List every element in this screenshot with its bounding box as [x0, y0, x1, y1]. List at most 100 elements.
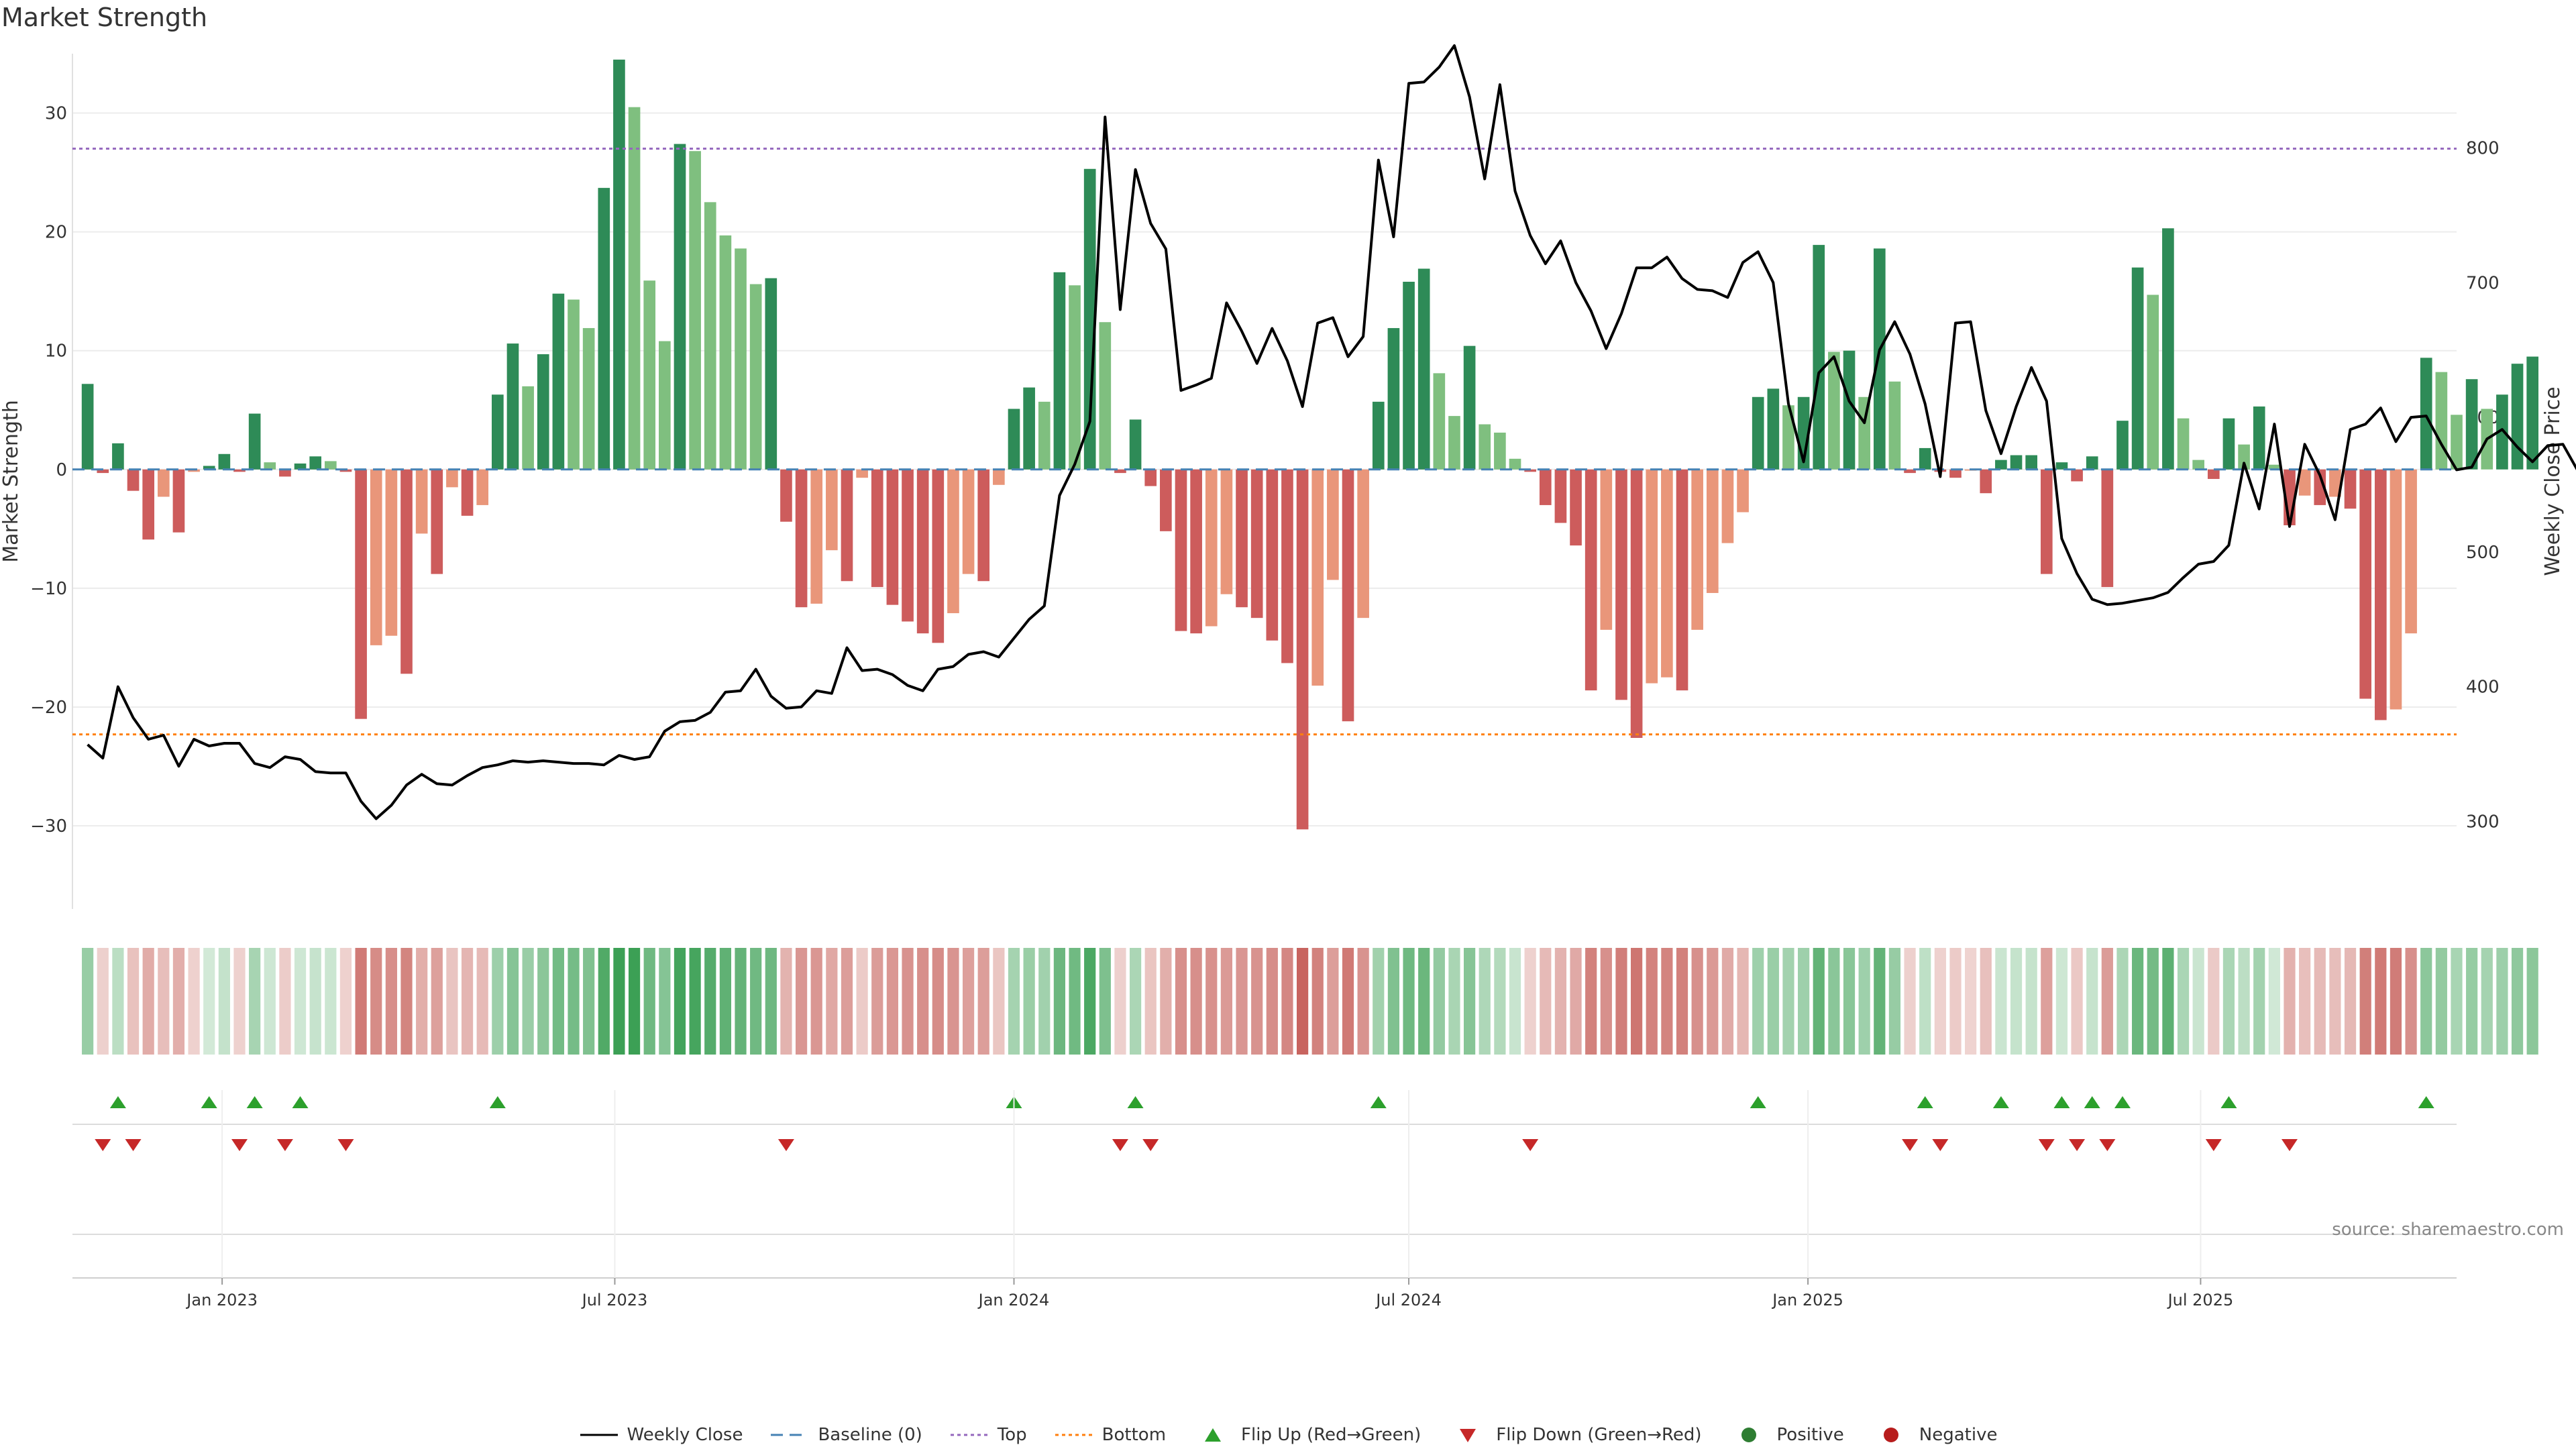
y-tick-label: −30 [30, 816, 67, 837]
strength-bar [1767, 388, 1780, 470]
heat-cell [2222, 948, 2235, 1055]
strength-bar [2116, 421, 2129, 470]
strength-bar [902, 469, 914, 622]
heat-cell [947, 948, 959, 1055]
strength-bar [1995, 460, 2007, 470]
y-tick-label: −10 [30, 579, 67, 599]
heat-cell [1205, 948, 1218, 1055]
strength-bar [1904, 469, 1916, 474]
strength-bar [2451, 415, 2463, 470]
heat-cell [1995, 948, 2007, 1055]
strength-bar [218, 453, 231, 470]
strength-bar [2298, 469, 2311, 496]
heat-cell [2466, 948, 2478, 1055]
flip-down-marker [1902, 1139, 1919, 1151]
strength-bar [932, 469, 945, 643]
legend-label: Negative [1919, 1425, 1998, 1445]
strength-bar [537, 354, 549, 470]
heat-cell [1646, 948, 1658, 1055]
strength-bar [157, 469, 170, 497]
strength-bar [2359, 469, 2372, 699]
strength-bar [446, 469, 458, 488]
flip-down-marker [2069, 1139, 2086, 1151]
flip-up-marker [201, 1096, 217, 1108]
heat-cell [856, 948, 868, 1055]
date-axis: Jan 2023 Jul 2023 Jan 2024 Jul 2024 Jan 2025… [72, 1090, 2457, 1309]
heat-cell [1585, 948, 1597, 1055]
axes: −30 −20 −10 0 10 20 30 Market Strength 300 400 500… [0, 54, 2565, 909]
triangle-up-icon [1205, 1428, 1222, 1442]
heat-cell [506, 948, 519, 1055]
heat-cell [1904, 948, 1916, 1055]
heat-cell [674, 948, 686, 1055]
heat-cell [1554, 948, 1567, 1055]
dashed-line-icon [771, 1434, 809, 1436]
flip-up-marker [292, 1096, 309, 1108]
heat-cell [643, 948, 655, 1055]
strength-bar [780, 469, 792, 522]
heat-cell [2055, 948, 2068, 1055]
heat-cell [2041, 948, 2053, 1055]
heat-cell [1965, 948, 1977, 1055]
strength-bar [1190, 469, 1202, 634]
strength-bar [947, 469, 959, 614]
strength-bar [1220, 469, 1233, 594]
heat-cell [1798, 948, 1810, 1055]
heat-cell [1038, 948, 1051, 1055]
strength-bar [1737, 469, 1749, 513]
x-tick-label: Jul 2023 [581, 1291, 648, 1309]
flip-down-marker [276, 1139, 293, 1151]
strength-bar [492, 394, 504, 470]
heat-cell [522, 948, 534, 1055]
flip-up-marker [2220, 1096, 2237, 1108]
flip-up-marker [2053, 1096, 2070, 1108]
heat-cell [2344, 948, 2357, 1055]
heat-cell [370, 948, 382, 1055]
heat-cell [264, 948, 276, 1055]
y-tick-label: 0 [56, 460, 67, 480]
heat-cell [1494, 948, 1506, 1055]
heat-cell [2284, 948, 2296, 1055]
strength-bar [916, 469, 929, 634]
heat-cell [203, 948, 215, 1055]
heat-cell [112, 948, 124, 1055]
strength-bar [2071, 469, 2083, 482]
strength-bar [568, 299, 580, 470]
heat-cell [1266, 948, 1278, 1055]
heat-cell [2086, 948, 2098, 1055]
strength-bar [1615, 469, 1627, 700]
strength-bar [2511, 364, 2524, 470]
flip-up-marker [1750, 1096, 1766, 1108]
heat-cell [1327, 948, 1339, 1055]
strength-bar [1691, 469, 1703, 630]
heat-cell [158, 948, 170, 1055]
heat-cell [1934, 948, 1946, 1055]
strength-bar [2314, 469, 2326, 505]
heat-cell [1023, 948, 1035, 1055]
heat-cell [1144, 948, 1157, 1055]
strength-bar [1554, 469, 1567, 523]
heat-cell [1782, 948, 1794, 1055]
strength-bar [2207, 469, 2220, 479]
flip-up-marker [2084, 1096, 2100, 1108]
heat-cell [932, 948, 944, 1055]
strength-bar [2010, 455, 2023, 470]
strength-bar [2405, 469, 2417, 634]
strength-bar [264, 462, 276, 470]
heat-cell [2177, 948, 2190, 1055]
strength-bar [172, 469, 185, 533]
strength-bar [1752, 396, 1764, 470]
heat-cell [993, 948, 1005, 1055]
strength-bar [1387, 328, 1400, 470]
strength-bar [1038, 401, 1051, 470]
heat-cell [1888, 948, 1901, 1055]
heat-cell [461, 948, 474, 1055]
heat-cell [1540, 948, 1552, 1055]
y2-tick-label: 700 [2466, 273, 2500, 293]
legend-flip-up: Flip Up (Red→Green) [1193, 1425, 1421, 1445]
reference-lines [72, 148, 2457, 736]
heat-cell [325, 948, 337, 1055]
heat-cell [750, 948, 762, 1055]
strength-bar [1236, 469, 1248, 608]
